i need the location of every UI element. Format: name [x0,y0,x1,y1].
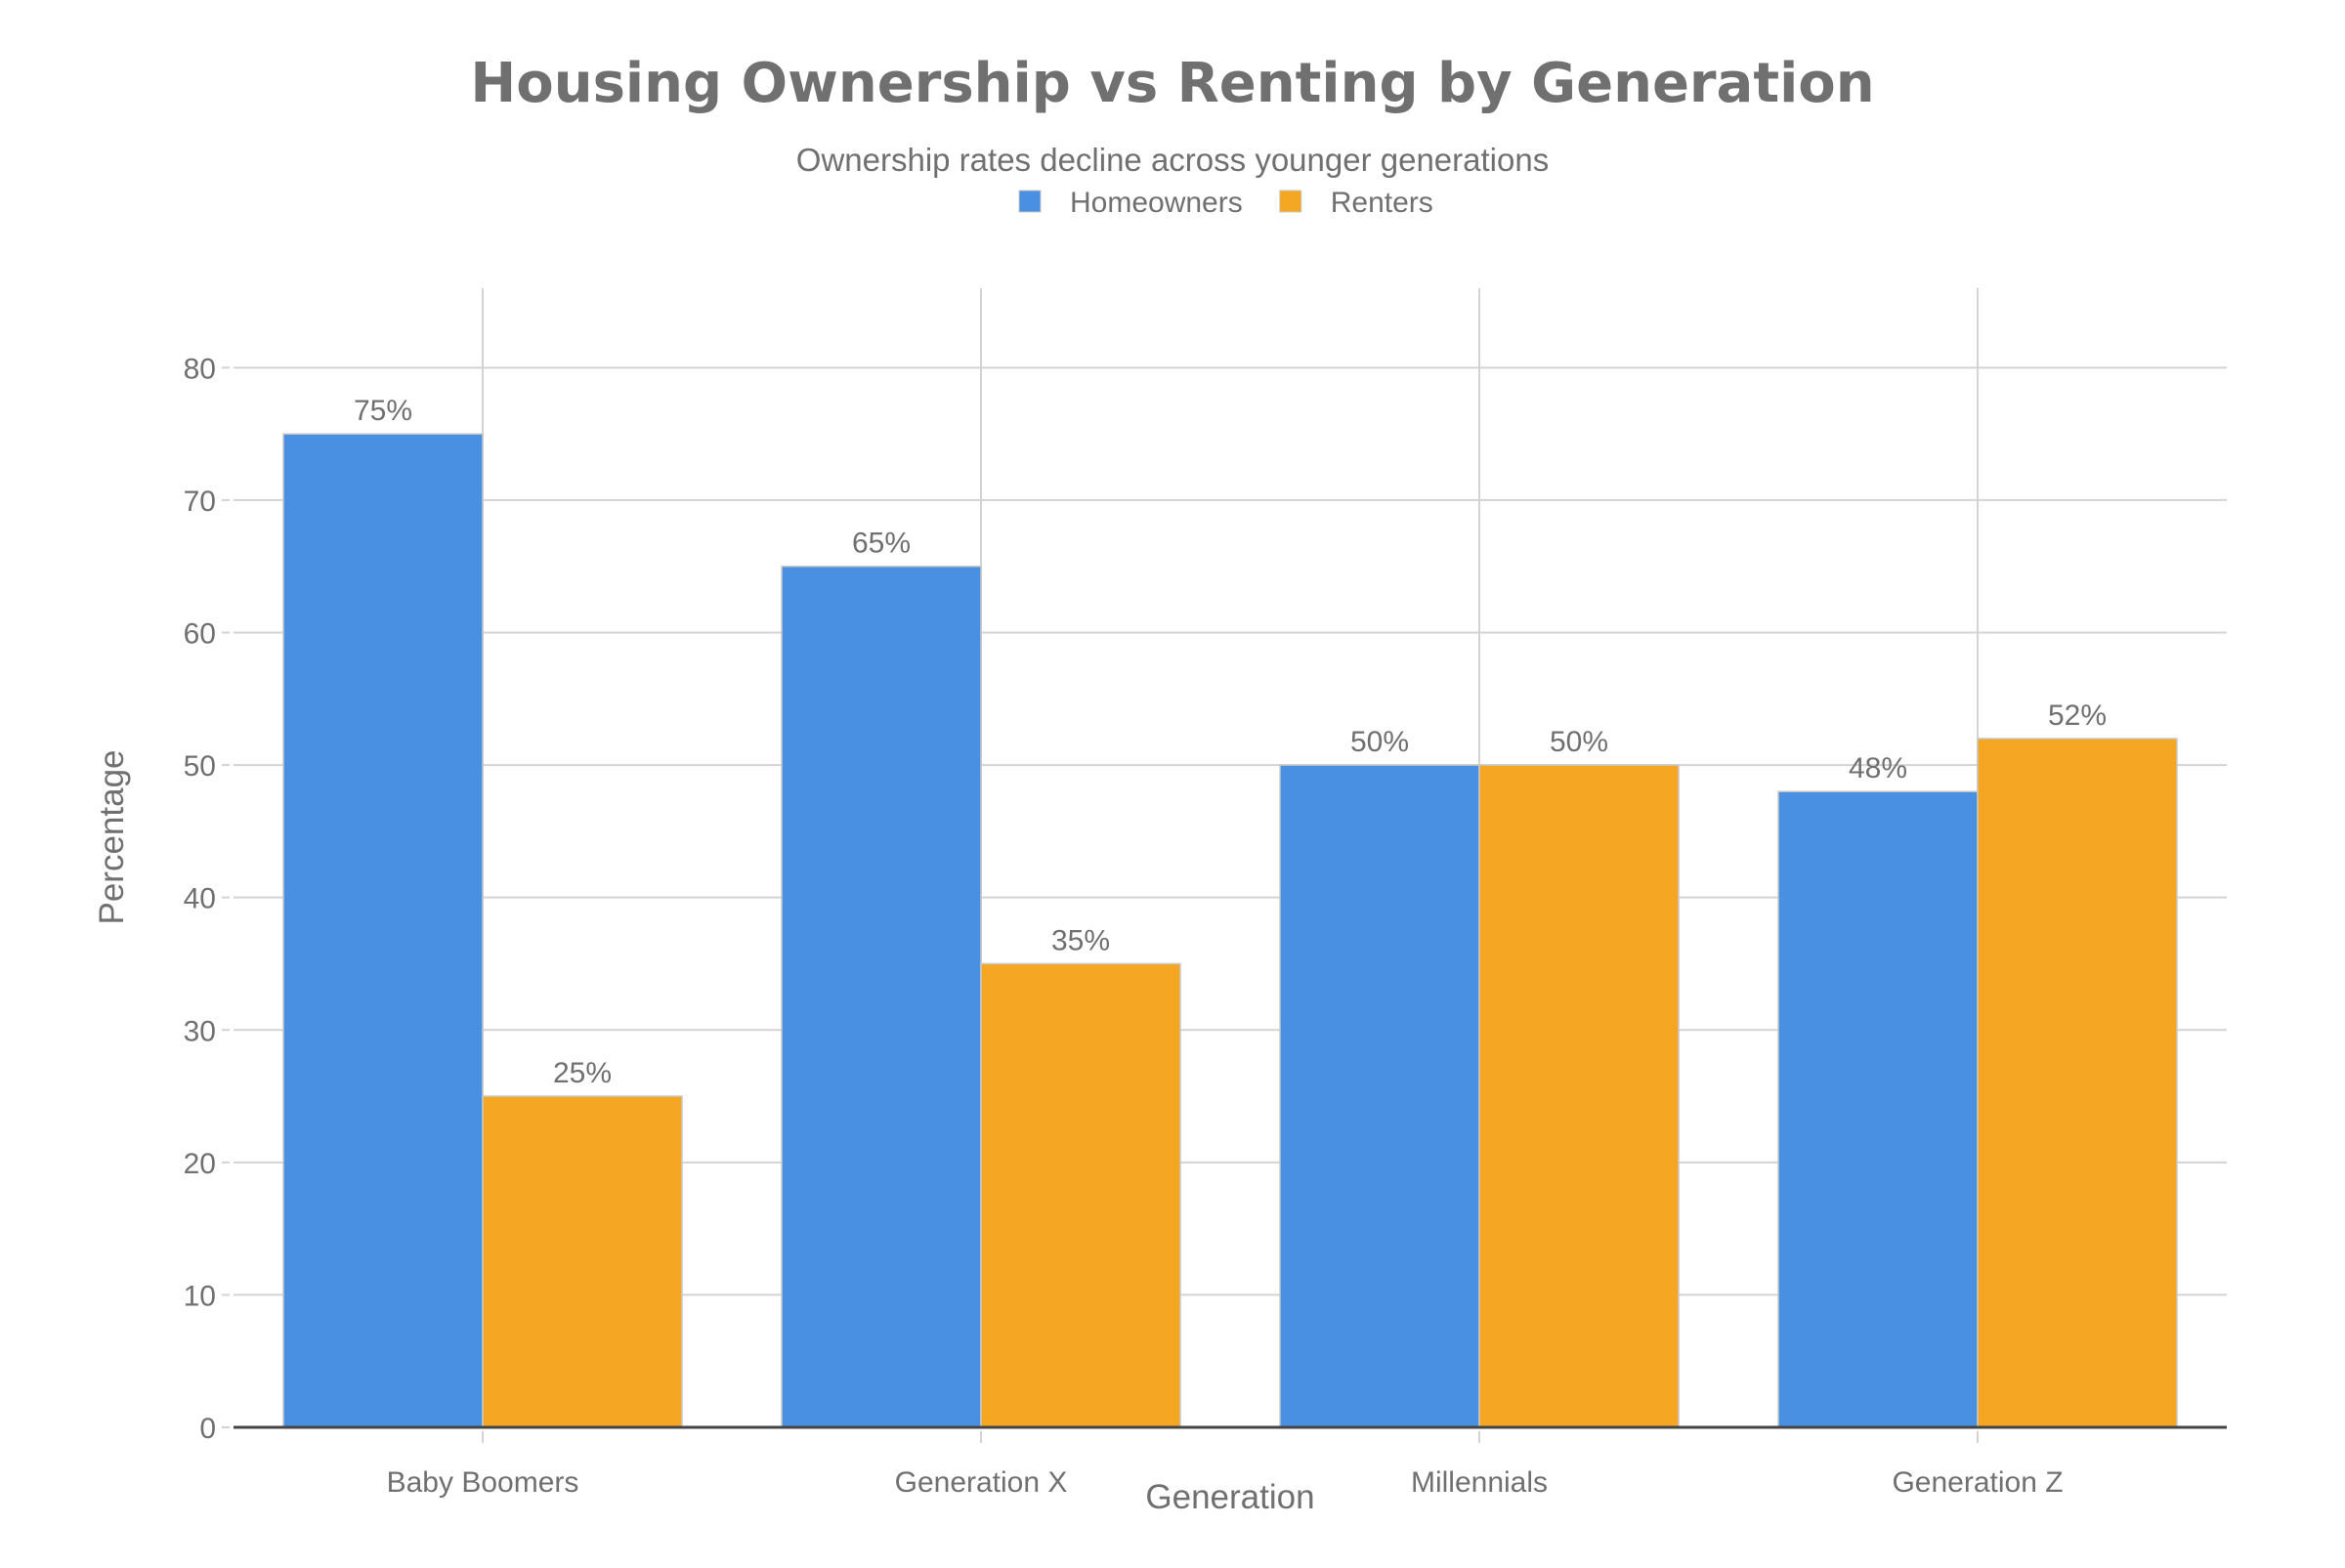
data-label: 50% [1350,726,1409,758]
x-tick-label: Baby Boomers [387,1466,579,1499]
legend-label-homeowners: Homeowners [1070,187,1243,219]
data-label: 35% [1051,924,1110,956]
bar-homeowners [282,433,484,1428]
chart-title: Housing Ownership vs Renting by Generati… [470,52,1874,115]
bar-homeowners [781,565,982,1428]
data-label: 52% [2048,699,2107,732]
y-tick-label: 30 [184,1015,216,1047]
data-label: 50% [1550,726,1608,758]
bar-homeowners [1777,790,1979,1428]
y-tick-label: 10 [184,1280,216,1312]
x-axis-title: Generation [1145,1478,1314,1516]
y-tick-label: 40 [184,883,216,915]
legend: Homeowners Renters [1018,187,1433,219]
data-label: 65% [852,528,911,560]
bars: 75% 65% 50% 48% 25% 35% 50% 52% [282,395,2178,1428]
x-tick-label: Millennials [1411,1466,1548,1499]
y-tick-label: 70 [184,486,216,518]
bar-renters [482,1095,683,1428]
data-label: 75% [354,395,412,427]
bar-homeowners [1279,764,1480,1428]
y-axis-title: Percentage [93,749,131,924]
legend-swatch-renters [1279,190,1302,213]
x-tick-label: Generation Z [1892,1466,2063,1499]
bar-renters [980,962,1181,1428]
x-tick-label: Generation X [895,1466,1068,1499]
data-label: 25% [553,1057,612,1089]
y-tick-label: 0 [199,1413,216,1445]
y-tick-label: 60 [184,618,216,651]
chart-subtitle: Ownership rates decline across younger g… [796,142,1549,178]
bar-renters [1977,738,2178,1428]
legend-label-renters: Renters [1331,187,1433,219]
axes: 0 10 20 30 40 50 60 70 80 Baby Boomers Generation … [184,353,2227,1499]
y-tick-label: 50 [184,750,216,783]
bar-renters [1478,764,1680,1428]
y-tick-label: 80 [184,353,216,385]
data-label: 48% [1849,752,1907,784]
y-tick-label: 20 [184,1148,216,1180]
legend-swatch-homeowners [1018,190,1042,213]
